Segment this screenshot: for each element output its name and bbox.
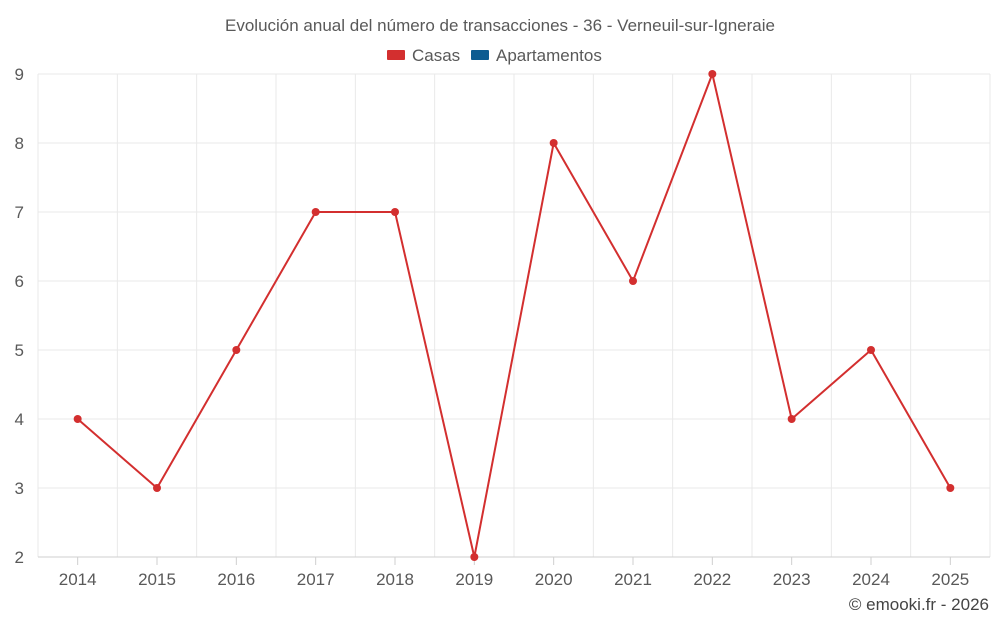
x-tick-label: 2018 [376,570,414,589]
legend-label-apartamentos: Apartamentos [496,46,602,65]
legend-swatch-casas [387,50,405,60]
credit-text: © emooki.fr - 2026 [849,595,989,614]
legend-item-apartamentos[interactable]: Apartamentos [471,46,602,65]
data-point[interactable] [787,415,796,423]
data-point[interactable] [391,208,399,216]
x-tick-label: 2025 [931,570,969,589]
y-tick-label: 8 [15,134,24,153]
data-point[interactable] [867,346,875,354]
data-point[interactable] [311,208,320,216]
y-tick-label: 3 [15,479,24,498]
x-tick-label: 2024 [852,570,890,589]
series-line [77,73,952,558]
x-axis: 2014 2015 2016 2017 2018 2019 2020 2021 2022 2023… [38,556,990,589]
chart-title: Evolución anual del número de transaccio… [225,16,775,35]
x-tick-label: 2016 [217,570,255,589]
x-tick-label: 2021 [614,570,652,589]
legend: Casas Apartamentos [387,46,602,65]
data-point[interactable] [629,277,637,285]
x-tick-label: 2019 [455,570,493,589]
data-point[interactable] [232,346,241,354]
series-casas [73,70,955,561]
grid [37,73,991,557]
y-tick-label: 7 [15,203,24,222]
legend-swatch-apartamentos [471,50,489,60]
x-tick-label: 2023 [773,570,811,589]
data-point[interactable] [153,484,161,492]
data-point[interactable] [73,415,82,423]
data-point[interactable] [470,553,479,561]
y-tick-label: 2 [15,548,24,567]
y-tick-label: 9 [15,65,24,84]
y-axis: 2 3 4 5 6 7 8 9 [15,65,24,567]
legend-item-casas[interactable]: Casas [387,46,460,65]
x-tick-label: 2020 [535,570,573,589]
data-point[interactable] [549,139,558,147]
data-point[interactable] [708,70,717,78]
data-point[interactable] [946,484,955,492]
x-tick-label: 2022 [693,570,731,589]
x-tick-label: 2014 [59,570,97,589]
y-tick-label: 4 [15,410,24,429]
legend-label-casas: Casas [412,46,460,65]
y-tick-label: 6 [15,272,24,291]
x-tick-label: 2017 [297,570,335,589]
y-tick-label: 5 [15,341,24,360]
x-tick-label: 2015 [138,570,176,589]
